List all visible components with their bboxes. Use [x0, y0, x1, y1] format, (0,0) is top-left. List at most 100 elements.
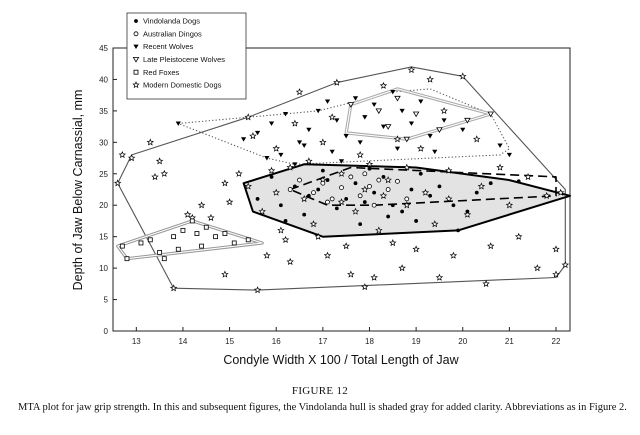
point-vindolanda-dogs	[367, 166, 372, 171]
point-australian-dingos	[320, 180, 326, 186]
point-vindolanda-dogs	[283, 219, 288, 223]
point-australian-dingos	[348, 174, 354, 180]
point-modern-domestic-dogs	[365, 160, 374, 168]
point-recent-wolves	[329, 149, 335, 155]
legend-label-australian-dingos: Australian Dingos	[143, 29, 202, 38]
point-vindolanda-dogs	[381, 175, 386, 179]
y-tick-label: 15	[99, 233, 108, 242]
x-axis-title: Condyle Width X 100 / Total Length of Ja…	[223, 353, 459, 367]
point-vindolanda-dogs	[362, 200, 367, 204]
point-modern-domestic-dogs	[337, 169, 346, 177]
point-recent-wolves	[324, 99, 331, 104]
point-vindolanda-dogs	[400, 209, 405, 214]
legend-label-vindolanda-dogs: Vindolanda Dogs	[143, 17, 200, 26]
point-modern-domestic-dogs	[351, 207, 360, 215]
y-axis-title: Depth of Jaw Below Carnassial, mm	[71, 90, 85, 291]
point-modern-domestic-dogs	[197, 201, 206, 209]
y-tick-label: 20	[99, 201, 108, 210]
point-recent-wolves	[315, 108, 321, 114]
x-axis-ticks: 13 14 15 16 17 18 19 20 21 22	[132, 327, 561, 346]
point-vindolanda-dogs	[316, 187, 321, 192]
point-layer	[113, 66, 570, 294]
point-australian-dingos	[287, 187, 293, 192]
x-tick-label: 21	[505, 337, 514, 346]
point-modern-domestic-dogs	[435, 273, 444, 281]
point-modern-domestic-dogs	[514, 232, 523, 240]
point-modern-domestic-dogs	[291, 119, 299, 127]
point-red-foxes	[194, 231, 200, 236]
point-late-pleistocene-wolves	[403, 136, 411, 143]
point-recent-wolves	[264, 156, 270, 161]
point-modern-domestic-dogs	[412, 245, 420, 253]
point-vindolanda-dogs	[306, 193, 311, 198]
legend-label-red-foxes: Red Foxes	[143, 68, 180, 77]
point-modern-domestic-dogs	[309, 220, 318, 228]
point-australian-dingos	[357, 193, 363, 199]
point-recent-wolves	[394, 146, 401, 152]
point-modern-domestic-dogs	[225, 198, 234, 206]
point-recent-wolves	[380, 124, 387, 130]
point-modern-domestic-dogs	[249, 132, 257, 140]
point-vindolanda-dogs	[344, 197, 349, 201]
legend-marker-recent-wolves	[133, 44, 139, 49]
point-recent-wolves	[371, 102, 377, 107]
point-modern-domestic-dogs	[463, 210, 472, 218]
point-modern-domestic-dogs	[221, 179, 229, 187]
point-modern-domestic-dogs	[113, 179, 122, 187]
point-modern-domestic-dogs	[146, 138, 155, 146]
point-modern-domestic-dogs	[379, 191, 388, 199]
point-recent-wolves	[278, 152, 284, 158]
point-modern-domestic-dogs	[342, 242, 350, 250]
point-modern-domestic-dogs	[258, 207, 266, 215]
y-tick-label: 25	[99, 170, 108, 179]
point-modern-domestic-dogs	[328, 113, 336, 121]
point-australian-dingos	[329, 196, 335, 202]
legend-label-late-pleistocene-wolves: Late Pleistocene Wolves	[143, 55, 225, 64]
point-modern-domestic-dogs	[487, 242, 495, 250]
point-modern-domestic-dogs	[533, 264, 542, 272]
y-tick-label: 10	[99, 264, 108, 273]
point-modern-domestic-dogs	[477, 182, 486, 190]
point-recent-wolves	[506, 152, 512, 158]
point-vindolanda-dogs	[488, 181, 493, 186]
point-red-foxes	[189, 218, 195, 224]
y-tick-label: 5	[104, 296, 109, 305]
point-recent-wolves	[362, 115, 368, 120]
point-australian-dingos	[297, 177, 302, 183]
point-modern-domestic-dogs	[524, 173, 532, 181]
point-modern-domestic-dogs	[542, 191, 551, 199]
point-vindolanda-dogs	[302, 212, 307, 217]
point-late-pleistocene-wolves	[375, 108, 383, 115]
point-recent-wolves	[441, 118, 447, 123]
point-australian-dingos	[362, 171, 368, 177]
point-australian-dingos	[385, 187, 391, 192]
point-australian-dingos	[395, 178, 400, 184]
point-recent-wolves	[432, 149, 438, 155]
point-modern-domestic-dogs	[370, 273, 378, 281]
point-red-foxes	[175, 246, 181, 252]
point-recent-wolves	[352, 96, 359, 101]
point-modern-domestic-dogs	[272, 144, 280, 152]
point-modern-domestic-dogs	[426, 75, 434, 83]
point-australian-dingos	[404, 196, 410, 202]
point-vindolanda-dogs	[474, 190, 479, 195]
point-late-pleistocene-wolves	[394, 95, 401, 102]
point-australian-dingos	[339, 185, 344, 191]
y-tick-label: 45	[99, 44, 108, 53]
point-vindolanda-dogs	[451, 203, 456, 208]
point-modern-domestic-dogs	[314, 232, 322, 240]
point-red-foxes	[171, 234, 177, 240]
point-modern-domestic-dogs	[221, 270, 229, 278]
x-tick-label: 18	[365, 337, 374, 346]
point-modern-domestic-dogs	[277, 226, 285, 234]
figure-caption: MTA plot for jaw grip strength. In this …	[18, 402, 627, 413]
point-recent-wolves	[357, 140, 363, 145]
point-late-pleistocene-wolves	[412, 111, 420, 118]
point-recent-wolves	[306, 127, 312, 133]
x-tick-label: 22	[552, 337, 561, 346]
point-vindolanda-dogs	[372, 190, 377, 195]
point-recent-wolves	[460, 127, 466, 133]
point-red-foxes	[138, 240, 144, 246]
point-modern-domestic-dogs	[440, 106, 448, 115]
point-modern-domestic-dogs	[295, 88, 304, 96]
